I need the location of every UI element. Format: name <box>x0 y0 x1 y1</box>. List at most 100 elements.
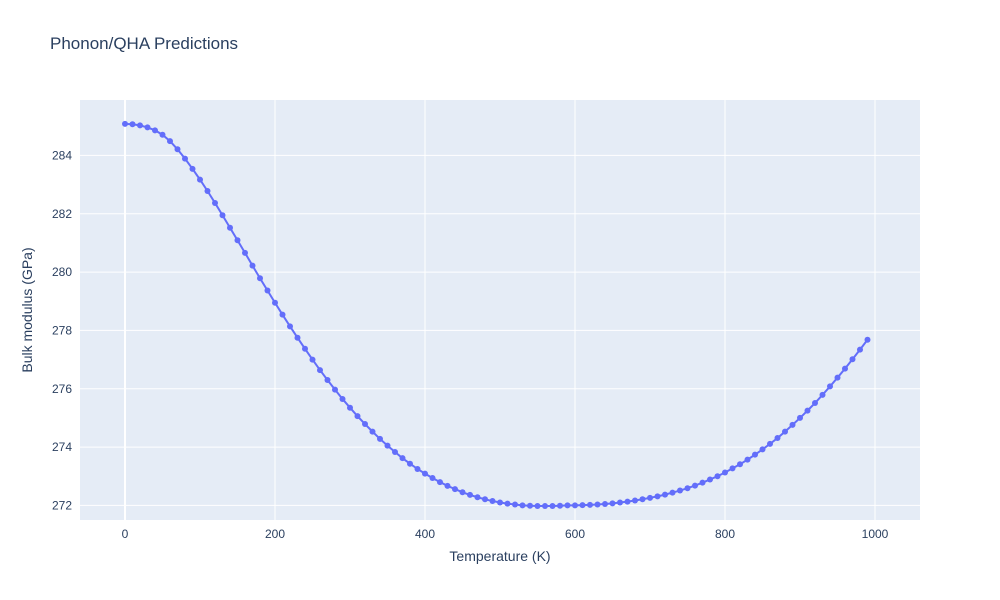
y-tick-labels: 272 274 276 278 280 282 284 <box>52 148 72 512</box>
data-point <box>542 503 548 509</box>
data-point <box>227 224 233 231</box>
data-point <box>504 500 511 507</box>
data-point <box>332 386 338 393</box>
x-tick-label: 400 <box>415 527 435 541</box>
data-point <box>654 493 661 500</box>
data-point <box>212 199 218 206</box>
data-point <box>467 491 473 498</box>
x-tick-label: 1000 <box>862 527 889 541</box>
data-point <box>759 446 766 453</box>
data-point <box>189 165 196 172</box>
data-point <box>699 479 706 486</box>
data-point <box>594 501 601 508</box>
data-point <box>474 494 481 501</box>
data-point <box>272 299 278 306</box>
y-tick-label: 280 <box>52 265 72 279</box>
data-point <box>827 383 833 390</box>
data-point <box>347 404 353 411</box>
data-point <box>137 122 143 129</box>
data-point <box>549 503 556 509</box>
series-points <box>122 120 871 509</box>
data-point <box>159 131 166 138</box>
data-point <box>407 460 413 467</box>
data-point <box>849 356 856 363</box>
data-point <box>602 500 608 507</box>
data-point <box>489 498 496 505</box>
data-point <box>264 287 271 294</box>
data-point <box>864 336 871 343</box>
data-point <box>572 502 578 509</box>
data-point <box>249 262 256 269</box>
data-point <box>384 442 391 449</box>
data-point <box>647 494 653 501</box>
data-point <box>219 212 226 219</box>
data-point <box>842 365 848 372</box>
data-point <box>309 356 316 363</box>
data-point <box>684 485 691 492</box>
x-tick-label: 600 <box>565 527 585 541</box>
data-point <box>512 501 518 508</box>
x-tick-label: 800 <box>715 527 735 541</box>
data-point <box>632 497 638 504</box>
data-point <box>129 121 136 128</box>
data-point <box>452 486 458 493</box>
y-tick-label: 274 <box>52 440 72 454</box>
data-point <box>714 473 721 480</box>
data-point <box>519 502 526 509</box>
data-point <box>174 146 181 153</box>
data-point <box>797 414 803 421</box>
data-point <box>339 395 346 402</box>
y-tick-label: 278 <box>52 323 72 337</box>
x-axis-title: Temperature (K) <box>449 548 550 564</box>
data-point <box>287 323 293 330</box>
data-point <box>624 498 631 505</box>
plot-area <box>80 100 920 520</box>
data-point <box>204 188 211 194</box>
data-point <box>774 435 781 442</box>
data-point <box>587 501 593 508</box>
data-point <box>609 500 616 507</box>
data-point <box>557 502 563 509</box>
data-point <box>152 127 158 134</box>
data-point <box>752 451 758 458</box>
data-point <box>377 435 383 442</box>
data-point <box>437 479 443 486</box>
data-point <box>744 456 751 463</box>
data-point <box>497 499 503 506</box>
data-point <box>317 367 323 374</box>
chart-title: Phonon/QHA Predictions <box>50 34 239 53</box>
series-line <box>124 122 869 507</box>
data-point <box>564 502 571 509</box>
data-point <box>534 503 541 509</box>
data-point <box>257 275 263 282</box>
data-point <box>144 124 151 131</box>
data-point <box>182 155 188 162</box>
y-tick-label: 272 <box>52 498 72 512</box>
data-point <box>459 489 466 496</box>
data-point <box>362 421 368 428</box>
x-tick-label: 0 <box>122 527 129 541</box>
data-point <box>579 502 586 509</box>
data-point <box>444 482 451 489</box>
data-point <box>354 413 361 420</box>
data-point <box>482 496 488 503</box>
data-point <box>414 465 421 472</box>
data-point <box>242 249 248 256</box>
data-point <box>737 461 743 468</box>
data-point <box>399 455 406 462</box>
data-point <box>429 475 436 481</box>
x-gridlines <box>124 100 876 520</box>
y-axis-title: Bulk modulus (GPa) <box>19 247 35 372</box>
data-point <box>729 465 736 472</box>
data-point <box>279 311 286 318</box>
data-point <box>197 176 203 183</box>
data-point <box>234 237 241 244</box>
y-tick-label: 282 <box>52 207 72 221</box>
data-point <box>369 428 376 435</box>
data-point <box>669 489 676 496</box>
y-tick-label: 284 <box>52 148 72 162</box>
data-point <box>167 138 173 145</box>
data-point <box>677 487 683 494</box>
data-point <box>804 407 811 414</box>
